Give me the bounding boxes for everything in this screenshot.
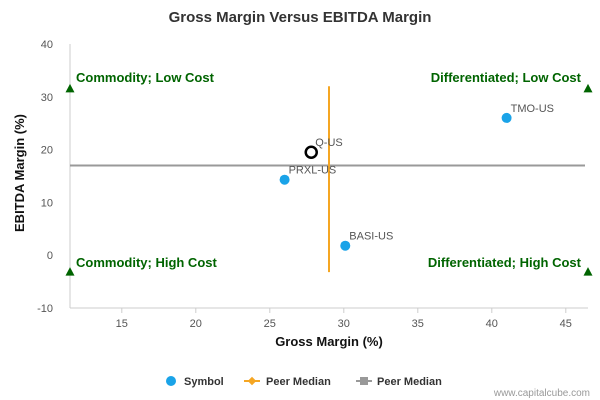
y-tick-label: 10	[41, 197, 53, 209]
legend-label-peer-median-horizontal: Peer Median	[377, 376, 442, 388]
y-tick-label: 20	[41, 145, 53, 157]
x-tick-label: 35	[412, 318, 424, 330]
data-point-basi-us	[340, 240, 351, 251]
y-tick-label: 40	[41, 39, 53, 51]
legend-square-icon	[360, 377, 368, 385]
chart-title: Gross Margin Versus EBITDA Margin	[169, 9, 432, 26]
x-axis-title: Gross Margin (%)	[275, 334, 383, 349]
legend-label-symbol: Symbol	[184, 376, 224, 388]
legend-diamond-icon	[247, 376, 257, 386]
data-point-tmo-us	[501, 112, 512, 123]
data-point-q-us	[304, 145, 318, 159]
quadrant-label-bottom-right: Differentiated; High Cost	[428, 255, 582, 270]
data-point-prxl-us	[279, 174, 290, 185]
quadrant-label-bottom-left: Commodity; High Cost	[76, 255, 217, 270]
y-axis-title: EBITDA Margin (%)	[12, 114, 27, 232]
plot-area: TMO-US Q-US PRXL-US BASI-US	[65, 83, 593, 276]
y-tick-label: 0	[47, 250, 53, 262]
x-tick-label: 40	[486, 318, 498, 330]
legend-label-peer-median-vertical: Peer Median	[266, 376, 331, 388]
quadrant-marker-triangle-icon	[65, 267, 75, 276]
data-label-q-us: Q-US	[315, 137, 343, 149]
x-tick-label: 45	[560, 318, 572, 330]
axes: 15 20 25 30 35 40 45 -10 0 10 20 30 40	[37, 39, 588, 330]
legend-item-peer-median-vertical[interactable]: Peer Median	[244, 376, 331, 388]
data-label-prxl-us: PRXL-US	[289, 165, 337, 177]
quadrant-marker-triangle-icon	[65, 83, 75, 93]
quadrant-label-top-left: Commodity; Low Cost	[76, 70, 215, 85]
x-tick-label: 30	[338, 318, 350, 330]
data-label-tmo-us: TMO-US	[511, 103, 554, 115]
credit-text: www.capitalcube.com	[493, 388, 590, 399]
data-label-basi-us: BASI-US	[349, 231, 393, 243]
legend-item-symbol[interactable]: Symbol	[166, 376, 224, 388]
legend: Symbol Peer Median Peer Median	[166, 376, 442, 388]
legend-item-peer-median-horizontal[interactable]: Peer Median	[356, 376, 442, 388]
x-tick-label: 20	[190, 318, 202, 330]
x-tick-label: 15	[116, 318, 128, 330]
quadrant-marker-triangle-icon	[583, 267, 593, 276]
legend-dot-icon	[166, 376, 176, 386]
quadrant-label-top-right: Differentiated; Low Cost	[431, 70, 582, 85]
y-tick-label: -10	[37, 303, 53, 315]
quadrant-marker-triangle-icon	[583, 83, 593, 93]
x-tick-label: 25	[264, 318, 276, 330]
y-tick-label: 30	[41, 92, 53, 104]
